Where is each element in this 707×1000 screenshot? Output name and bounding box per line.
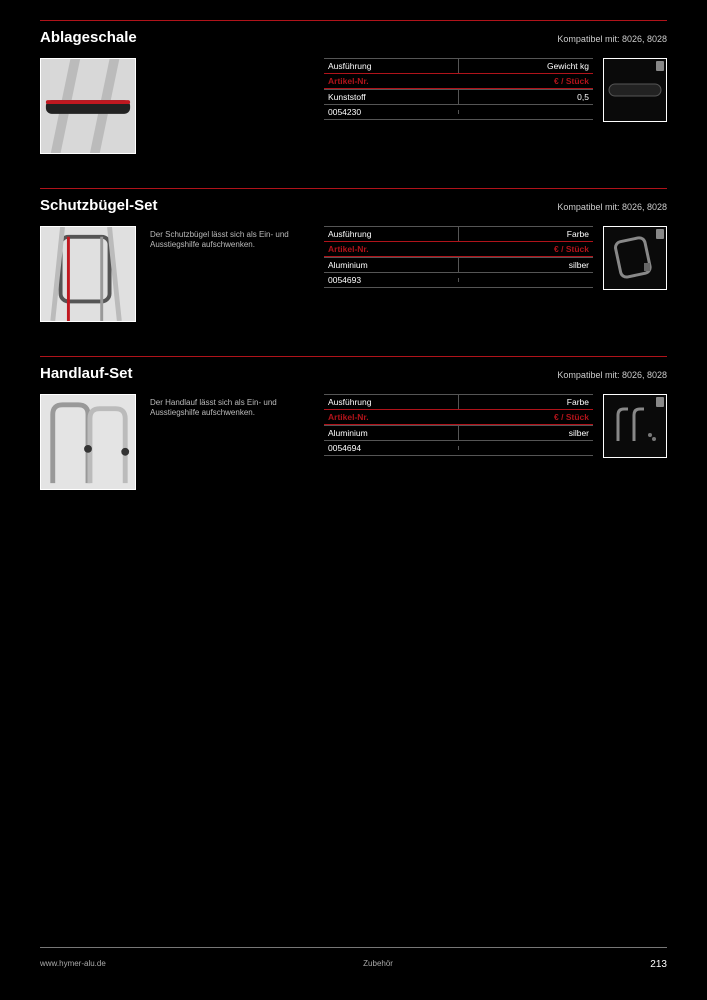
td: 0054230	[324, 105, 458, 119]
compat-label: Kompatibel mit: 8026, 8028	[557, 370, 667, 380]
compat-label: Kompatibel mit: 8026, 8028	[557, 202, 667, 212]
td: Kunststoff	[324, 90, 458, 104]
product-section: Handlauf-Set Kompatibel mit: 8026, 8028 …	[40, 356, 667, 490]
th-accent: € / Stück	[459, 410, 594, 424]
td: 0054693	[324, 273, 458, 287]
th: Farbe	[458, 395, 593, 409]
th: Ausführung	[324, 395, 458, 409]
product-thumb	[603, 226, 667, 290]
th-accent: Artikel-Nr.	[324, 74, 459, 88]
thumb-badge-icon	[656, 61, 664, 71]
td	[458, 446, 593, 450]
th: Ausführung	[324, 227, 458, 241]
section-title: Handlauf-Set	[40, 365, 133, 382]
th-accent: Artikel-Nr.	[324, 410, 459, 424]
page-number: 213	[650, 959, 667, 970]
footer-divider	[40, 947, 667, 948]
compat-label: Kompatibel mit: 8026, 8028	[557, 34, 667, 44]
th: Farbe	[458, 227, 593, 241]
spec-table: Ausführung Gewicht kg Artikel-Nr. € / St…	[324, 58, 593, 154]
product-thumb	[603, 394, 667, 458]
td: Aluminium	[324, 426, 458, 440]
description-note: Der Handlauf lässt sich als Ein- und Aus…	[150, 398, 310, 419]
td: silber	[458, 426, 593, 440]
td: Aluminium	[324, 258, 458, 272]
product-photo	[40, 394, 136, 490]
section-title: Ablageschale	[40, 29, 137, 46]
td: 0054694	[324, 441, 458, 455]
spec-table: Ausführung Farbe Artikel-Nr. € / Stück A…	[324, 226, 593, 322]
td: silber	[458, 258, 593, 272]
product-photo	[40, 58, 136, 154]
th: Gewicht kg	[458, 59, 593, 73]
section-header: Handlauf-Set Kompatibel mit: 8026, 8028	[40, 365, 667, 382]
th-accent: € / Stück	[459, 74, 594, 88]
footer-url: www.hymer-alu.de	[40, 959, 106, 970]
spec-table: Ausführung Farbe Artikel-Nr. € / Stück A…	[324, 394, 593, 490]
section-header: Ablageschale Kompatibel mit: 8026, 8028	[40, 29, 667, 46]
td	[458, 110, 593, 114]
td	[458, 278, 593, 282]
th: Ausführung	[324, 59, 458, 73]
thumb-badge-icon	[656, 397, 664, 407]
td: 0,5	[458, 90, 593, 104]
th-accent: Artikel-Nr.	[324, 242, 459, 256]
footer-category: Zubehör	[363, 959, 393, 970]
thumb-badge-icon	[656, 229, 664, 239]
description-column	[150, 58, 310, 154]
product-photo	[40, 226, 136, 322]
th-accent: € / Stück	[459, 242, 594, 256]
product-section: Ablageschale Kompatibel mit: 8026, 8028 …	[40, 20, 667, 154]
description-column: Der Schutzbügel lässt sich als Ein- und …	[150, 226, 310, 322]
section-title: Schutzbügel-Set	[40, 197, 158, 214]
page-footer: www.hymer-alu.de Zubehör 213	[40, 959, 667, 970]
section-header: Schutzbügel-Set Kompatibel mit: 8026, 80…	[40, 197, 667, 214]
description-note: Der Schutzbügel lässt sich als Ein- und …	[150, 230, 310, 251]
description-column: Der Handlauf lässt sich als Ein- und Aus…	[150, 394, 310, 490]
product-thumb	[603, 58, 667, 122]
product-section: Schutzbügel-Set Kompatibel mit: 8026, 80…	[40, 188, 667, 322]
